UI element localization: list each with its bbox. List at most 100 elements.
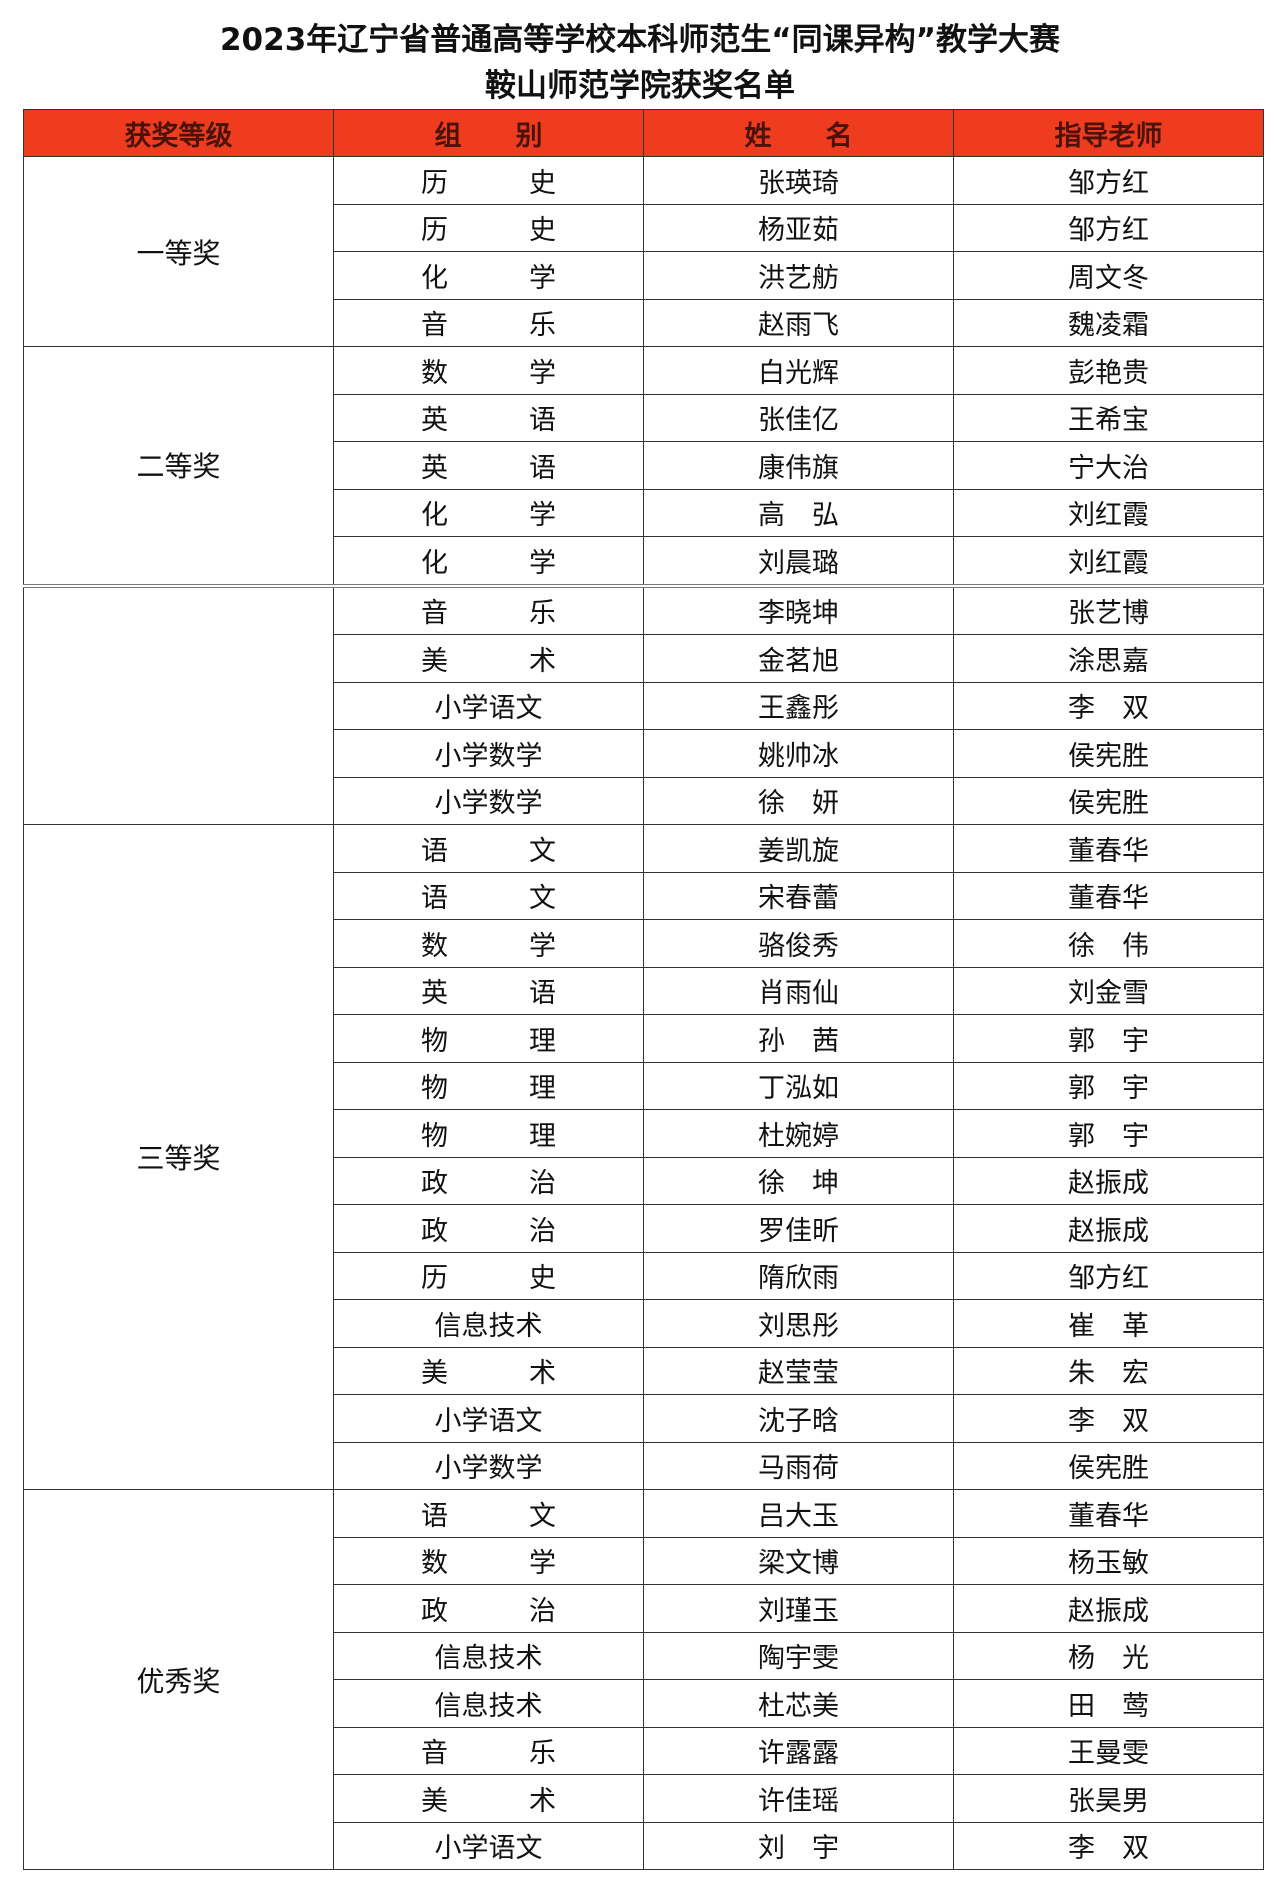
group-cell: 语 文 xyxy=(333,824,644,873)
name-cell: 刘瑾玉 xyxy=(643,1584,954,1633)
award-grade-cell: 一等奖 xyxy=(23,156,334,347)
name-cell: 杜芯美 xyxy=(643,1679,954,1728)
document-title: 2023年辽宁省普通高等学校本科师范生“同课异构”教学大赛 xyxy=(219,22,1061,58)
table-header-row: 获奖等级 组 别 姓 名 指导老师 xyxy=(23,109,1264,157)
group-cell: 化 学 xyxy=(333,251,644,300)
group-cell: 历 史 xyxy=(333,1251,644,1300)
advisor-cell: 刘金雪 xyxy=(953,966,1264,1015)
table-row: 三等奖语 文姜凯旋 董春华 xyxy=(23,824,1264,1490)
table-row: 小学数学 马雨荷 侯宪胜 xyxy=(24,1441,1264,1490)
name-cell: 罗佳昕 xyxy=(643,1204,954,1253)
advisor-cell: 涂思嘉 xyxy=(953,634,1264,683)
group-cell: 历 史 xyxy=(333,203,644,252)
advisor-cell: 张昊男 xyxy=(953,1774,1264,1823)
advisor-cell: 魏凌霜 xyxy=(953,298,1264,347)
advisor-cell: 杨玉敏 xyxy=(953,1536,1264,1585)
group-cell: 音 乐 xyxy=(333,1726,644,1775)
advisor-cell: 赵振成 xyxy=(953,1156,1264,1205)
name-cell: 李晓坤 xyxy=(643,583,954,635)
group-cell: 美 术 xyxy=(333,634,644,683)
group-cell: 小学语文 xyxy=(333,1821,644,1870)
group-cell: 数 学 xyxy=(333,346,644,395)
name-cell: 宋春蕾 xyxy=(643,871,954,920)
group-cell: 语 文 xyxy=(333,1489,644,1538)
group-cell: 数 学 xyxy=(333,919,644,968)
advisor-cell: 董春华 xyxy=(953,1489,1264,1538)
name-cell: 杨亚茹 xyxy=(643,203,954,252)
group-cell: 信息技术 xyxy=(333,1679,644,1728)
name-cell: 孙 茜 xyxy=(643,1014,954,1063)
table-row: 信息技术 陶宇雯杨 光 xyxy=(24,1631,1264,1680)
table-row: 音 乐赵雨飞 魏凌霜 xyxy=(24,298,1264,347)
group-cell: 英 语 xyxy=(333,393,644,442)
group-cell: 小学数学 xyxy=(333,1441,644,1490)
advisor-cell: 邹方红 xyxy=(953,203,1264,252)
name-cell: 肖雨仙 xyxy=(643,966,954,1015)
table-row: 政 治罗佳昕 赵振成 xyxy=(24,1204,1264,1253)
advisor-cell: 王希宝 xyxy=(953,393,1264,442)
table-row: 二等奖数 学白光辉 彭艳贵 xyxy=(23,346,1264,586)
advisor-cell: 刘红霞 xyxy=(953,488,1264,537)
table-row: 历 史杨亚茹 邹方红 xyxy=(24,203,1264,252)
advisor-cell: 侯宪胜 xyxy=(953,729,1264,778)
group-cell: 美 术 xyxy=(333,1346,644,1395)
group-cell: 政 治 xyxy=(333,1584,644,1633)
group-cell: 音 乐 xyxy=(333,298,644,347)
table-row: 小学数学徐 妍侯宪胜 xyxy=(24,776,1264,825)
name-cell: 赵莹莹 xyxy=(643,1346,954,1395)
name-cell: 张佳亿 xyxy=(643,393,954,442)
name-cell: 吕大玉 xyxy=(643,1489,954,1538)
name-cell: 许佳瑶 xyxy=(643,1774,954,1823)
award-grade-cell: 优秀奖 xyxy=(23,1489,334,1870)
table-row: 小学数学 姚帅冰 侯宪胜 xyxy=(24,729,1264,778)
group-cell: 物 理 xyxy=(333,1061,644,1110)
table-row: 信息技术 杜芯美田 莺 xyxy=(24,1679,1264,1728)
advisor-cell: 李 双 xyxy=(953,681,1264,730)
advisor-cell: 侯宪胜 xyxy=(953,776,1264,825)
advisor-cell: 崔 革 xyxy=(953,1299,1264,1348)
name-cell: 高 弘 xyxy=(643,488,954,537)
advisor-cell: 杨 光 xyxy=(953,1631,1264,1680)
table-row: 美 术金茗旭 涂思嘉 xyxy=(24,634,1264,683)
name-cell: 梁文博 xyxy=(643,1536,954,1585)
document-subtitle: 鞍山师范学院获奖名单 xyxy=(485,68,795,104)
group-cell: 化 学 xyxy=(333,536,644,586)
group-cell: 语 文 xyxy=(333,871,644,920)
name-cell: 沈子晗 xyxy=(643,1394,954,1443)
header-grade: 获奖等级 xyxy=(23,109,334,157)
advisor-cell: 朱 宏 xyxy=(953,1346,1264,1395)
advisor-cell: 董春华 xyxy=(953,871,1264,920)
advisor-cell: 宁大治 xyxy=(953,441,1264,490)
header-name: 姓 名 xyxy=(643,109,954,157)
group-cell: 物 理 xyxy=(333,1109,644,1158)
advisor-cell: 邹方红 xyxy=(953,156,1264,205)
advisor-cell: 李 双 xyxy=(953,1394,1264,1443)
advisor-cell: 周文冬 xyxy=(953,251,1264,300)
advisor-cell: 郭 宇 xyxy=(953,1014,1264,1063)
name-cell: 许露露 xyxy=(643,1726,954,1775)
advisor-cell: 赵振成 xyxy=(953,1584,1264,1633)
table-row: 物 理孙 茜郭 宇 xyxy=(24,1014,1264,1063)
advisor-cell: 侯宪胜 xyxy=(953,1441,1264,1490)
header-advisor: 指导老师 xyxy=(953,109,1264,157)
name-cell: 隋欣雨 xyxy=(643,1251,954,1300)
table-row: 优秀奖语 文吕大玉 董春华 xyxy=(23,1489,1264,1870)
name-cell: 刘晨璐 xyxy=(643,536,954,586)
advisor-cell: 徐 伟 xyxy=(953,919,1264,968)
advisor-cell: 王曼雯 xyxy=(953,1726,1264,1775)
advisor-cell: 刘红霞 xyxy=(953,536,1264,586)
group-cell: 化 学 xyxy=(333,488,644,537)
name-cell: 刘 宇 xyxy=(643,1821,954,1870)
advisor-cell: 田 莺 xyxy=(953,1679,1264,1728)
group-cell: 美 术 xyxy=(333,1774,644,1823)
group-cell: 音 乐 xyxy=(333,583,644,635)
table-row: 历 史隋欣雨 邹方红 xyxy=(24,1251,1264,1300)
table-row: 英 语肖雨仙 刘金雪 xyxy=(24,966,1264,1015)
group-cell: 政 治 xyxy=(333,1204,644,1253)
group-cell: 物 理 xyxy=(333,1014,644,1063)
group-cell: 信息技术 xyxy=(333,1299,644,1348)
group-cell: 信息技术 xyxy=(333,1631,644,1680)
table-row: 一等奖历 史张瑛琦 邹方红 xyxy=(23,156,1264,347)
group-cell: 数 学 xyxy=(333,1536,644,1585)
table-row: 政 治刘瑾玉 赵振成 xyxy=(24,1584,1264,1633)
